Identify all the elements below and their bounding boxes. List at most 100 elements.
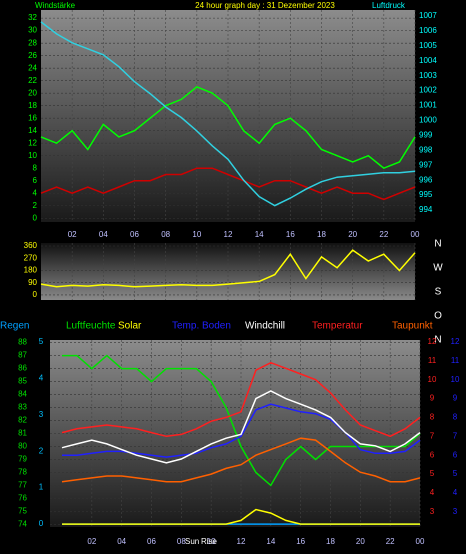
y-tick-label: 78 <box>18 468 27 477</box>
y2-tick-label: 10 <box>428 375 437 384</box>
x-tick-label: 10 <box>192 230 201 239</box>
y3-tick-label: 6 <box>453 450 458 459</box>
direction-label: N <box>434 335 441 346</box>
x-tick-label: 00 <box>416 537 425 546</box>
x-tick-label: 20 <box>348 230 357 239</box>
y2-axis-title: Luftdruck <box>372 1 406 10</box>
y2-tick-label: 994 <box>419 205 433 214</box>
y-tick-label: 24 <box>28 63 37 72</box>
y3-tick-label: 3 <box>453 507 458 516</box>
legend-entry: Solar <box>118 321 142 332</box>
x-tick-label: 20 <box>356 537 365 546</box>
y2-tick-label: 7 <box>430 431 435 440</box>
y-tick-label: 360 <box>24 241 38 250</box>
y-tick-label: 81 <box>18 429 27 438</box>
y-tick-label: 20 <box>28 88 37 97</box>
y3-tick-label: 10 <box>451 375 460 384</box>
series-line <box>62 354 421 487</box>
x-tick-label: 16 <box>296 537 305 546</box>
y-tick-label: 88 <box>18 338 27 347</box>
y4-tick-label: 1 <box>39 483 44 492</box>
x-tick-label: 04 <box>117 537 126 546</box>
x-tick-label: 18 <box>326 537 335 546</box>
y-tick-label: 0 <box>33 213 38 222</box>
y2-tick-label: 997 <box>419 160 433 169</box>
series-line <box>40 249 416 288</box>
x-tick-label: 14 <box>255 230 264 239</box>
y-tick-label: 14 <box>28 126 37 135</box>
x-tick-label: 18 <box>317 230 326 239</box>
direction-label: N <box>434 239 441 250</box>
y2-tick-label: 8 <box>430 413 435 422</box>
y2-tick-label: 12 <box>428 337 437 346</box>
y-tick-label: 0 <box>33 290 38 299</box>
y-tick-label: 16 <box>28 113 37 122</box>
y2-tick-label: 6 <box>430 450 435 459</box>
legend-entry: Temperatur <box>312 321 363 332</box>
x-tick-label: 14 <box>266 537 275 546</box>
y-tick-label: 87 <box>18 351 27 360</box>
series-line <box>40 86 416 170</box>
y4-tick-label: 5 <box>39 337 44 346</box>
y2-tick-label: 1004 <box>419 56 437 65</box>
y2-tick-label: 5 <box>430 469 435 478</box>
x-tick-label: 00 <box>411 230 420 239</box>
y4-tick-label: 4 <box>39 373 44 382</box>
x-tick-label: 06 <box>147 537 156 546</box>
x-tick-label: 02 <box>68 230 77 239</box>
x-tick-label: 08 <box>161 230 170 239</box>
y4-tick-label: 0 <box>39 519 44 528</box>
y4-tick-label: 2 <box>39 446 44 455</box>
series-line <box>61 361 421 438</box>
x-tick-label: 12 <box>224 230 233 239</box>
y-tick-label: 74 <box>18 520 27 529</box>
y2-tick-label: 11 <box>428 356 437 365</box>
x-tick-label: 04 <box>99 230 108 239</box>
y2-tick-label: 9 <box>430 394 435 403</box>
series-line <box>62 508 420 525</box>
legend-entry: Temp. Boden <box>172 321 231 332</box>
y-tick-label: 26 <box>28 51 37 60</box>
legend-entry: Regen <box>0 321 29 332</box>
legend-entry: Windchill <box>245 321 285 332</box>
y-tick-label: 85 <box>18 377 27 386</box>
y-tick-label: 79 <box>18 455 27 464</box>
y3-tick-label: 9 <box>453 394 458 403</box>
x-tick-label: 16 <box>286 230 295 239</box>
annotation: Rise <box>201 537 218 546</box>
y-axis-title: Windstärke <box>35 1 76 10</box>
y-tick-label: 8 <box>33 163 38 172</box>
y-tick-label: 76 <box>18 494 27 503</box>
y3-tick-label: 5 <box>453 469 458 478</box>
y2-tick-label: 1001 <box>419 101 437 110</box>
y-tick-label: 83 <box>18 403 27 412</box>
y2-tick-label: 1006 <box>419 26 437 35</box>
y4-tick-label: 3 <box>39 410 44 419</box>
y2-tick-label: 3 <box>430 507 435 516</box>
direction-label: O <box>434 311 442 322</box>
y-tick-label: 28 <box>28 38 37 47</box>
x-tick-label: 02 <box>87 537 96 546</box>
y-tick-label: 180 <box>24 266 38 275</box>
y3-tick-label: 8 <box>453 413 458 422</box>
y2-tick-label: 1003 <box>419 71 437 80</box>
y2-tick-label: 998 <box>419 145 433 154</box>
y-tick-label: 80 <box>18 442 27 451</box>
y3-tick-label: 11 <box>451 356 460 365</box>
x-tick-label: 22 <box>386 537 395 546</box>
y-tick-label: 4 <box>33 188 38 197</box>
y-tick-label: 90 <box>28 278 37 287</box>
series-line <box>61 437 421 483</box>
y-tick-label: 18 <box>28 101 37 110</box>
y2-tick-label: 1002 <box>419 86 437 95</box>
y-tick-label: 2 <box>33 201 38 210</box>
legend-entry: Taupunkt <box>392 321 433 332</box>
y-tick-label: 77 <box>18 481 27 490</box>
y-tick-label: 84 <box>18 390 27 399</box>
y2-tick-label: 999 <box>419 131 433 140</box>
y3-tick-label: 4 <box>453 488 458 497</box>
y-tick-label: 270 <box>24 253 38 262</box>
legend-entry: Luftfeuchte <box>66 321 116 332</box>
